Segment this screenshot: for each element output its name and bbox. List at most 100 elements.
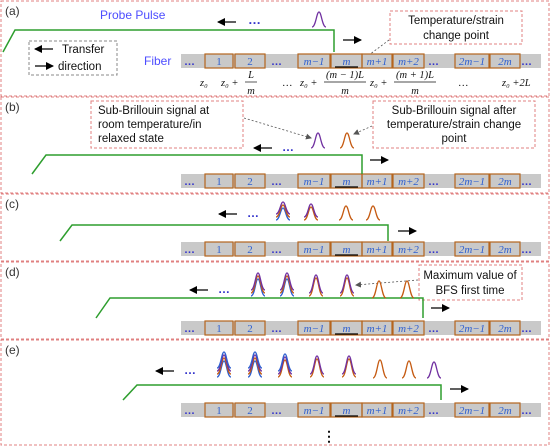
pos-2-den: m	[341, 86, 349, 97]
accumulated-peak	[247, 351, 263, 369]
fiber-dots: …	[428, 244, 439, 256]
fiber-body	[181, 403, 541, 417]
segment-label: 2	[247, 56, 253, 68]
accumulated-peak	[247, 357, 263, 375]
segment-label: m+2	[398, 405, 419, 417]
accumulated-peak	[216, 360, 232, 378]
segment-label: m−1	[304, 176, 325, 188]
accumulated-peak	[275, 201, 291, 215]
accumulated-peak	[277, 359, 293, 378]
signal-peak	[338, 205, 354, 221]
pos-dots-1: …	[282, 78, 293, 89]
fiber-dots: …	[521, 244, 532, 256]
signal-peak	[401, 360, 417, 379]
bfs-text-1: Maximum value of	[423, 270, 517, 282]
accumulated-peak	[279, 272, 295, 291]
bfs-max-peak	[339, 274, 355, 294]
panel-b-frame	[0, 96, 550, 194]
fiber-segment	[234, 53, 266, 69]
segment-label: 2m−1	[459, 56, 485, 68]
accumulated-peak	[309, 355, 325, 375]
fiber-body	[181, 54, 541, 68]
fiber-segment	[361, 173, 393, 189]
sub-after-text-1: Sub-Brillouin signal after	[392, 105, 517, 117]
segment-label: 2m	[498, 323, 512, 335]
signal-peak	[372, 359, 388, 379]
segment-label: m−1	[304, 323, 325, 335]
fiber-dots: …	[271, 323, 282, 335]
accumulated-peak	[216, 354, 232, 372]
pulse-step-a	[2, 29, 335, 53]
fiber-segment	[297, 320, 331, 336]
pos-3-den: m	[411, 86, 419, 97]
fiber-segment	[454, 320, 490, 336]
segment-label: 1	[216, 323, 222, 335]
fiber-dots: …	[184, 56, 195, 68]
segment-label: 2m	[498, 56, 512, 68]
fiber-segment	[204, 53, 234, 69]
room-temp-signal-peak	[310, 132, 326, 149]
panel-e-frame	[0, 339, 550, 446]
fiber-segment	[297, 241, 331, 257]
pos-2-num: (m − 1)L	[326, 70, 364, 81]
accumulated-peak	[341, 355, 357, 375]
pulse-step-c	[59, 224, 389, 242]
fiber-dots: …	[428, 56, 439, 68]
sub-after-text-2: temperature/strain change	[387, 119, 521, 131]
pulse-ellipsis: …	[248, 12, 261, 27]
segment-label: 2m	[498, 405, 512, 417]
signal-peak	[399, 280, 415, 299]
fiber-dots: …	[428, 176, 439, 188]
accumulated-peak	[216, 357, 232, 375]
temp-change-text-2: change point	[423, 30, 490, 42]
bfs-max-peak	[339, 277, 355, 297]
pulse-step-b	[31, 154, 363, 175]
pos-z0: z₀	[199, 78, 208, 89]
fiber-segment	[392, 53, 425, 69]
fiber-segment	[204, 241, 234, 257]
pulse-step-e	[122, 384, 442, 401]
segment-label: m+1	[367, 323, 388, 335]
segment-label: m	[343, 244, 351, 256]
pos-1-den: m	[247, 86, 255, 97]
fiber-dots: …	[271, 56, 282, 68]
panel-c-frame	[0, 193, 550, 262]
panel-c-label: (c)	[5, 197, 19, 211]
bfs-max-callout: Maximum value of BFS first time	[418, 264, 523, 301]
changed-signal-peak	[339, 132, 355, 149]
fiber-dots: …	[184, 244, 195, 256]
segment-label: 2	[247, 405, 253, 417]
accumulated-peak	[275, 204, 291, 218]
fiber-segment	[234, 402, 266, 418]
segment-label: 1	[216, 405, 222, 417]
fiber-body	[181, 174, 541, 188]
fiber-segment	[489, 402, 521, 418]
segment-label: m+1	[367, 176, 388, 188]
fiber-strip-c: 1 2 m−1 m m+1 m+2 2m−1 2m…………	[181, 241, 541, 257]
sub-room-pointer	[243, 117, 312, 140]
segment-label: m+2	[398, 56, 419, 68]
signal-ellipsis: …	[247, 206, 259, 220]
accumulated-peak	[308, 274, 324, 294]
panel-d-label: (d)	[5, 265, 20, 279]
temp-change-callout: Temperature/strain change point	[389, 10, 523, 45]
pos-3-prefix: z₀ +	[369, 78, 387, 89]
fiber-segment	[489, 173, 521, 189]
fiber-segment	[392, 173, 425, 189]
accumulated-peak	[275, 207, 291, 221]
segment-label: 1	[216, 56, 222, 68]
accumulated-peak	[216, 351, 232, 369]
sub-after-pointer	[353, 125, 373, 135]
pos-2-prefix: z₀ +	[299, 78, 317, 89]
sub-after-text-3: point	[442, 133, 468, 145]
fiber-segment	[234, 173, 266, 189]
sub-room-text-3: relaxed state	[98, 133, 164, 145]
segment-label: 2m−1	[459, 323, 485, 335]
segment-label: 2m−1	[459, 176, 485, 188]
fiber-segment	[489, 320, 521, 336]
fiber-strip-e: 1 2 m−1 m m+1 m+2 2m−1 2m…………	[181, 402, 541, 418]
accumulated-peak	[277, 353, 293, 372]
segment-label: 2	[247, 323, 253, 335]
fiber-dots: …	[184, 323, 195, 335]
